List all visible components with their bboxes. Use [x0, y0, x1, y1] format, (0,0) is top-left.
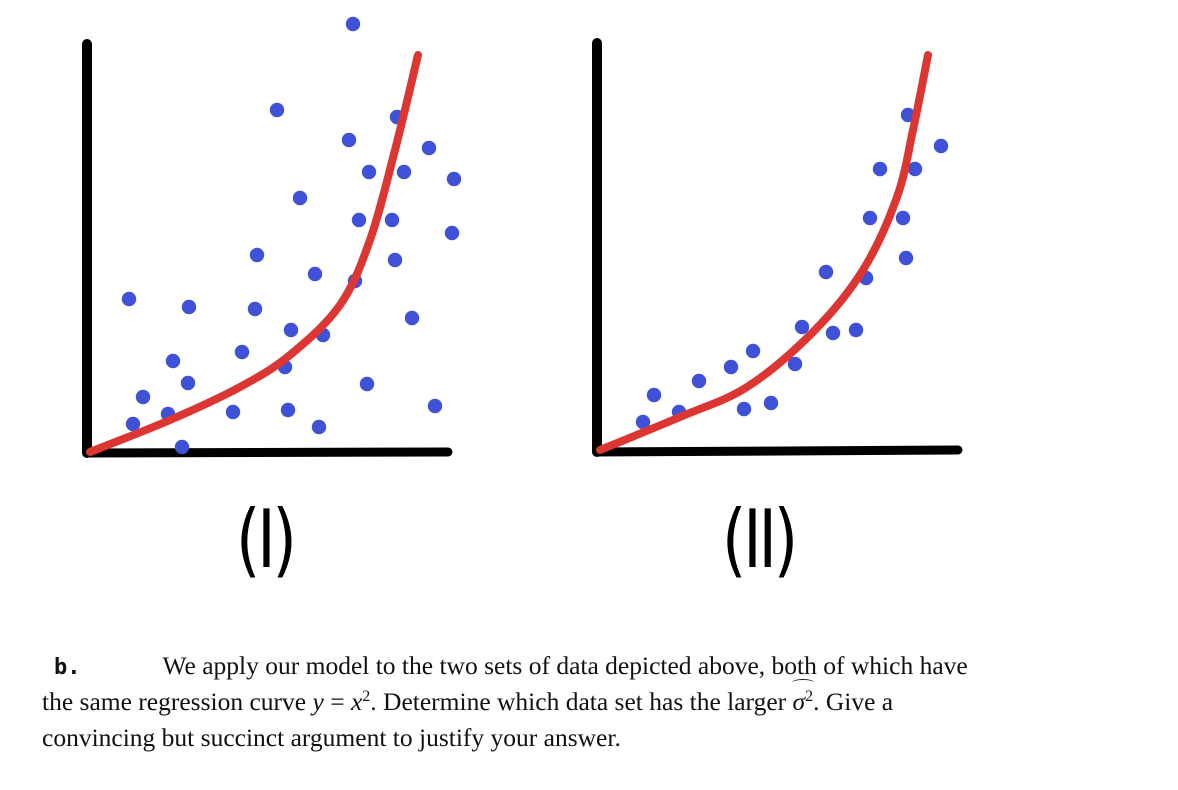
scatter-plots	[82, 16, 963, 458]
math-equals: =	[323, 687, 351, 716]
data-point	[723, 359, 739, 375]
data-point	[872, 161, 888, 177]
question-line-2-mid: . Determine which data set has the large…	[370, 687, 793, 716]
regression-curve-2	[596, 51, 932, 454]
data-point	[736, 401, 752, 417]
data-point	[351, 212, 367, 228]
data-point	[135, 389, 151, 405]
panel-label-1: (I)	[236, 493, 297, 586]
data-point	[848, 322, 864, 338]
data-point	[898, 250, 914, 266]
data-point	[234, 344, 250, 360]
data-point	[174, 439, 190, 455]
data-point	[180, 375, 196, 391]
data-point	[444, 225, 460, 241]
question-line-3: convincing but succinct argument to just…	[42, 720, 1122, 756]
data-point	[933, 138, 949, 154]
data-point	[635, 414, 651, 430]
data-point	[691, 373, 707, 389]
math-x: x	[350, 687, 363, 716]
scatter-plot-2	[592, 38, 963, 457]
data-point	[181, 299, 197, 315]
scatter-plot-1	[82, 16, 462, 458]
data-point	[787, 356, 803, 372]
data-point	[794, 319, 810, 335]
data-point	[384, 212, 400, 228]
math-sigma: σ	[792, 687, 806, 716]
data-points-2	[635, 107, 949, 430]
sigma-hat-squared: σ2	[791, 679, 814, 720]
data-point	[165, 353, 181, 369]
question-line-2: the same regression curve y = x2. Determ…	[42, 679, 1122, 720]
question-line-2-post: . Give a	[813, 687, 894, 716]
question-text: b. We apply our model to the two sets of …	[42, 648, 1122, 756]
data-point	[446, 171, 462, 187]
data-point	[396, 164, 412, 180]
regression-curve-1	[86, 51, 422, 456]
data-point	[907, 161, 923, 177]
data-point	[361, 164, 377, 180]
panel-label-2: (II)	[722, 493, 798, 586]
data-point	[404, 310, 420, 326]
question-line-1-text: We apply our model to the two sets of da…	[162, 651, 968, 680]
data-point	[125, 416, 141, 432]
data-point	[818, 264, 834, 280]
data-point	[345, 16, 361, 32]
data-point	[359, 376, 375, 392]
data-point	[249, 247, 265, 263]
math-sigma-exponent: 2	[805, 688, 814, 705]
data-point	[745, 343, 761, 359]
data-point	[427, 398, 443, 414]
data-point	[895, 210, 911, 226]
data-point	[763, 395, 779, 411]
x-axis-1	[82, 447, 453, 458]
data-point	[292, 190, 308, 206]
data-point	[307, 266, 323, 282]
math-exponent: 2	[362, 688, 371, 705]
question-line-1: b. We apply our model to the two sets of …	[42, 648, 1122, 684]
data-point	[646, 387, 662, 403]
data-point	[311, 419, 327, 435]
data-point	[283, 322, 299, 338]
data-point	[862, 210, 878, 226]
data-point	[225, 404, 241, 420]
question-line-2-pre: the same regression curve	[42, 687, 313, 716]
x-axis-2	[592, 445, 963, 457]
data-point	[421, 140, 437, 156]
data-point	[387, 252, 403, 268]
data-point	[341, 132, 357, 148]
data-point	[280, 402, 296, 418]
data-point	[247, 301, 263, 317]
question-label: b.	[54, 655, 81, 680]
math-y: y	[312, 687, 324, 716]
data-point	[825, 325, 841, 341]
question-line-3-text: convincing but succinct argument to just…	[42, 723, 621, 752]
data-point	[269, 102, 285, 118]
data-point	[121, 291, 137, 307]
